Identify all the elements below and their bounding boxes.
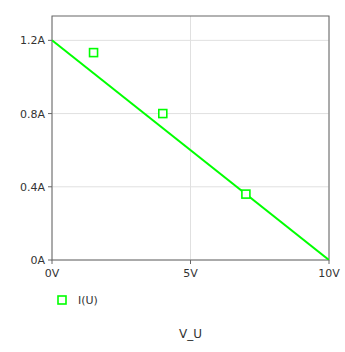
chart: 0A 0.4A 0.8A 1.2A 0V 5V 10V I(U) V_U [0, 0, 345, 352]
tick-label: 10V [318, 267, 340, 280]
tick-label: 0.8A [20, 108, 45, 121]
tick-mark [48, 186, 52, 187]
tick-mark [48, 113, 52, 114]
point-marker [159, 110, 167, 118]
tick-label: 1.2A [20, 34, 45, 47]
tick-mark [190, 260, 191, 264]
grid [52, 16, 329, 260]
plot-frame [52, 16, 329, 260]
series-line [52, 40, 329, 260]
tick-mark [48, 40, 52, 41]
tick-label: 0.4A [20, 181, 45, 194]
plot-area [52, 40, 329, 260]
tick-mark [329, 260, 330, 264]
point-marker [242, 190, 250, 198]
tick-mark [52, 260, 53, 264]
tick-mark [48, 260, 52, 261]
legend: I(U) [58, 294, 98, 307]
x-axis-label: V_U [179, 327, 202, 341]
point-marker [90, 49, 98, 57]
tick-label: 5V [183, 267, 198, 280]
tick-label: 0A [30, 254, 45, 267]
tick-label: 0V [45, 267, 60, 280]
legend-swatch [58, 296, 66, 304]
legend-label: I(U) [78, 294, 98, 307]
grid-line [190, 16, 191, 260]
axes: 0A 0.4A 0.8A 1.2A 0V 5V 10V [20, 16, 340, 280]
